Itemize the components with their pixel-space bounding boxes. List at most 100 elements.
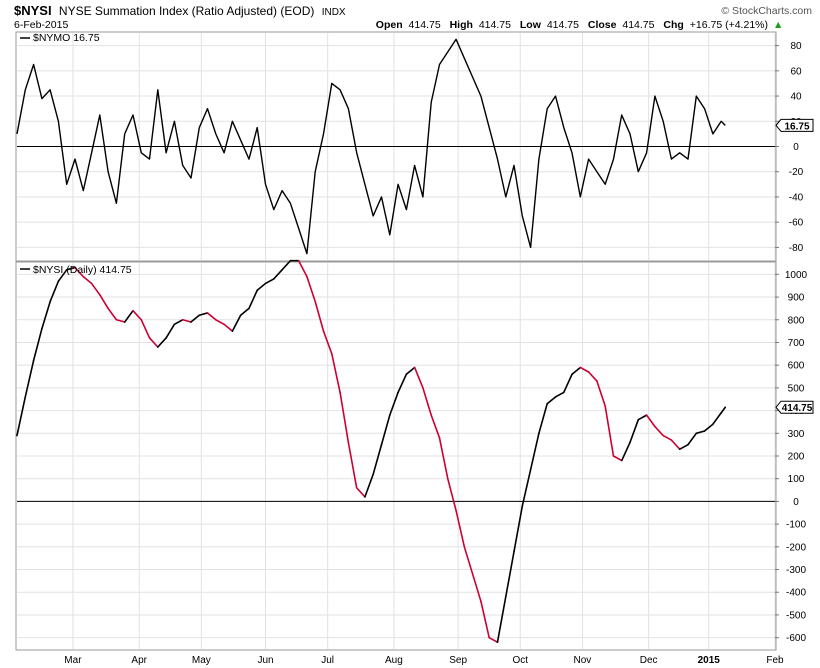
x-tick-label: May: [192, 655, 211, 666]
nysi-segment: [720, 406, 727, 414]
nysi-segment: [372, 443, 383, 475]
nymo-y-tick-label: 0: [793, 142, 799, 153]
nysi-segment: [190, 314, 201, 323]
nymo-y-tick-label: -80: [789, 243, 804, 254]
nysi-segment: [256, 282, 267, 292]
nysi-y-tick-label: 500: [788, 383, 805, 394]
nysi-segment: [397, 373, 408, 394]
nysi-segment: [604, 405, 615, 457]
x-tick-label: Jul: [321, 655, 334, 666]
nysi-segment: [538, 402, 548, 435]
nysi-segment: [637, 414, 648, 421]
nysi-segment: [695, 430, 706, 435]
x-tick-label: Dec: [640, 655, 658, 666]
nysi-segment: [430, 414, 441, 439]
nysi-y-tick-label: -400: [786, 588, 806, 599]
nysi-segment: [297, 259, 308, 278]
nysi-segment: [463, 546, 474, 575]
axis-layer: Mar Apr May Jun Jul Aug Sep Oct Nov Dec 2015 Feb 80 6…: [64, 41, 814, 666]
nysi-segment: [24, 359, 35, 398]
nysi-segment: [645, 414, 656, 428]
nysi-segment: [330, 353, 341, 394]
nysi-y-tick-label: 900: [788, 293, 805, 304]
nysi-segment: [273, 269, 283, 280]
nysi-y-tick-label: -500: [786, 610, 806, 621]
x-tick-label: Feb: [766, 655, 784, 666]
nysi-segment: [629, 418, 640, 444]
ohlc-readout: Open 414.75 High 414.75 Low 414.75 Close…: [376, 19, 768, 31]
nysi-segment: [223, 323, 234, 332]
open-value: 414.75: [409, 19, 441, 31]
nysi-segment: [504, 550, 515, 598]
nysi-segment: [123, 309, 134, 323]
nysi-segment: [314, 300, 325, 332]
x-tick-label: Mar: [64, 655, 82, 666]
nysi-segment: [165, 323, 176, 339]
nysi-y-tick-label: 700: [788, 338, 805, 349]
chg-label: Chg: [663, 19, 683, 31]
nysi-segment: [703, 423, 714, 432]
nysi-y-tick-label: 0: [793, 497, 799, 508]
nysi-segment: [82, 275, 93, 285]
chg-value: +16.75 (+4.21%): [690, 19, 768, 31]
nysi-segment: [596, 380, 606, 407]
nysi-segment: [99, 293, 109, 310]
nysi-segment: [662, 434, 673, 441]
nysi-segment: [16, 396, 27, 437]
nysi-segment: [281, 259, 292, 271]
nysi-value-tag-box: [775, 400, 814, 414]
nysi-segment: [438, 437, 449, 480]
nysi-segment: [206, 312, 217, 321]
nysi-segment: [513, 505, 524, 553]
nymo-value-tag-text: 16.75: [784, 121, 809, 132]
nysi-segment: [90, 282, 101, 296]
nysi-y-tick-label: 600: [788, 361, 805, 372]
nysi-y-tick-label: -300: [786, 565, 806, 576]
nysi-segment: [471, 573, 482, 603]
nysi-segment: [157, 337, 167, 348]
nysi-y-tick-label: 200: [788, 452, 805, 463]
nysi-y-tick-label: -200: [786, 542, 806, 553]
nymo-value-tag: 16.75: [775, 118, 814, 132]
nysi-y-tick-label: 100: [788, 474, 805, 485]
nysi-segment: [687, 432, 698, 446]
up-arrow-icon: ▲: [773, 19, 783, 31]
nymo-y-tick-label: 60: [790, 66, 802, 77]
nysi-segment: [455, 509, 466, 548]
nysi-y-tick-label: 800: [788, 315, 805, 326]
nysi-segment: [49, 280, 60, 303]
x-tick-label: 2015: [698, 655, 721, 666]
nysi-panel-label: $NYSI (Daily) 414.75: [33, 264, 132, 276]
symbol: $NYSI: [14, 3, 52, 18]
nysi-segment: [132, 309, 143, 321]
nysi-segment: [107, 307, 118, 321]
nysi-segment: [380, 414, 391, 446]
nysi-segment: [712, 412, 722, 426]
nysi-segment: [554, 391, 565, 398]
nymo-y-tick-label: 40: [790, 92, 802, 103]
nysi-segment: [546, 396, 557, 405]
nysi-segment: [521, 468, 532, 507]
nysi-segment: [32, 328, 43, 362]
nymo-y-tick-label: -60: [789, 218, 804, 229]
nysi-y-tick-label: 300: [788, 429, 805, 440]
nysi-y-tick-label: -100: [786, 520, 806, 531]
nysi-segment: [74, 266, 85, 278]
nymo-y-tick-label: -40: [789, 192, 804, 203]
nymo-series-line: [16, 38, 726, 255]
nysi-segment: [446, 477, 457, 512]
nysi-segment: [364, 473, 375, 498]
nysi-segment: [215, 318, 225, 326]
open-label: Open: [376, 19, 403, 31]
symbol-title: $NYSI NYSE Summation Index (Ratio Adjust…: [14, 3, 346, 18]
nysi-segment: [529, 432, 540, 471]
nysi-segment: [654, 425, 664, 437]
nysi-value-tag-text: 414.75: [782, 403, 813, 414]
nysi-segment: [587, 371, 598, 382]
nysi-segment: [322, 330, 333, 355]
close-label: Close: [588, 19, 617, 31]
brand-watermark: © StockCharts.com: [721, 5, 812, 17]
nysi-segment: [670, 439, 681, 450]
nysi-layer: [16, 259, 775, 643]
